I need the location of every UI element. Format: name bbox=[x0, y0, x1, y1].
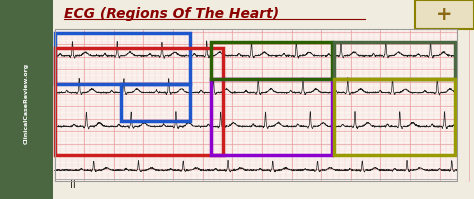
Text: +: + bbox=[436, 5, 452, 24]
Bar bbox=[55, 48, 223, 155]
Bar bbox=[55, 33, 190, 84]
Bar bbox=[55, 29, 457, 181]
Bar bbox=[211, 79, 332, 155]
Bar bbox=[415, 0, 474, 29]
Bar bbox=[53, 0, 474, 29]
Text: ClinicalCaseReview.org: ClinicalCaseReview.org bbox=[24, 63, 29, 144]
Bar bbox=[55, 29, 457, 181]
Bar bbox=[211, 42, 332, 79]
Bar bbox=[121, 84, 190, 121]
Bar bbox=[334, 42, 455, 79]
Bar bbox=[334, 79, 455, 155]
Text: ECG (Regions Of The Heart): ECG (Regions Of The Heart) bbox=[64, 7, 279, 21]
Bar bbox=[0, 0, 53, 199]
Text: II: II bbox=[70, 180, 76, 190]
